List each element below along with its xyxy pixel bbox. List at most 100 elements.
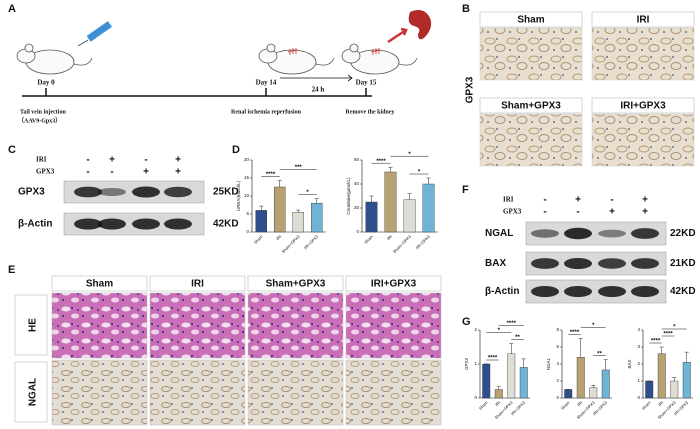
he-image [247, 292, 344, 359]
tile-header [247, 275, 344, 292]
blot-strip [525, 251, 667, 276]
y-tick-label: 0 [474, 395, 477, 400]
label: + [642, 195, 648, 206]
blot-band [531, 258, 559, 269]
label: Sham [517, 15, 544, 26]
mouse-tail [398, 57, 418, 66]
significance-label: **** [663, 332, 673, 338]
blot-band [98, 218, 126, 230]
label: IRI+GPX3 [371, 279, 417, 290]
label: 25KD [213, 187, 239, 198]
blot-band [74, 186, 102, 198]
significance-label: **** [507, 321, 517, 327]
label: - [86, 155, 89, 166]
label: + [575, 195, 581, 206]
error-bar [578, 338, 583, 358]
significance-label: **** [266, 172, 276, 178]
bar [507, 353, 516, 399]
label: 22KD [670, 228, 696, 239]
y-tick-label: 5 [246, 211, 249, 216]
significance-label: * [408, 152, 411, 158]
label: HE [28, 318, 39, 332]
error-bar [314, 198, 319, 204]
label: 42KD [670, 286, 696, 297]
x-tick-label: IRI [576, 400, 583, 407]
label: 21KD [670, 258, 696, 269]
y-tick-label: 0 [246, 229, 249, 234]
tile-header [51, 275, 148, 292]
y-tick-label: 3 [637, 344, 640, 349]
he-image [345, 292, 442, 359]
bar [564, 389, 573, 399]
label: + [175, 155, 181, 166]
he-image [149, 292, 246, 359]
y-tick-label: 2 [637, 361, 640, 366]
bar [482, 363, 491, 399]
blot-band [132, 218, 160, 230]
y-tick-label: 4 [637, 327, 640, 332]
label: Tail vein injection [20, 109, 66, 115]
label: - [144, 155, 147, 166]
x-tick-label: Sham [363, 233, 374, 244]
bar [403, 199, 416, 233]
blot-band [631, 228, 659, 239]
tile-header [479, 11, 583, 28]
x-tick-label: IRI [494, 400, 501, 407]
label: - [110, 167, 113, 178]
bar [645, 380, 654, 399]
row-header [14, 361, 48, 423]
significance-label: **** [570, 330, 580, 336]
ngal-image [149, 359, 246, 426]
x-tick-label: IRI [657, 400, 664, 407]
blot-band [531, 285, 559, 298]
label: Sham [86, 279, 113, 290]
ihc-image [591, 27, 695, 81]
bar [255, 210, 267, 233]
error-bar [509, 343, 514, 354]
x-tick-label: IRI [386, 234, 393, 241]
significance-label: * [418, 170, 421, 176]
bar [311, 202, 323, 233]
label: Day 14 [256, 79, 277, 87]
significance-label: * [592, 323, 595, 329]
label: 24 h [312, 86, 325, 94]
error-bar [659, 346, 664, 354]
y-tick-label: 8 [556, 327, 559, 332]
bar [292, 211, 305, 233]
y-tick-label: 1 [637, 378, 640, 383]
panel-letter: F [462, 184, 469, 196]
label: + [642, 207, 648, 218]
label: GPX3 [503, 208, 522, 216]
error-bar [426, 177, 431, 184]
bar [682, 362, 691, 399]
blot-band [531, 229, 559, 238]
panel-letter: D [232, 144, 240, 156]
label: + [175, 167, 181, 178]
y-axis-label: Creatinine(μmol/L) [346, 177, 351, 215]
ihc-image [591, 113, 695, 167]
label: IRI [36, 156, 47, 164]
tile-header [345, 275, 442, 292]
x-tick-label: IRI+GPX3 [673, 399, 690, 416]
label: β-Actin [485, 286, 519, 297]
y-tick-label: 15 [244, 175, 250, 180]
mouse-ear [24, 43, 34, 53]
bar [274, 186, 286, 233]
panel-letter: A [8, 3, 16, 15]
interval-arrow [280, 74, 353, 82]
label: - [543, 195, 546, 206]
label: NGAL [485, 228, 513, 239]
label: β-Actin [18, 219, 52, 230]
arrow [387, 27, 408, 44]
error-bar [603, 359, 608, 370]
y-tick-label: 0 [556, 395, 559, 400]
y-tick-label: 6 [556, 344, 559, 349]
label: IRI [637, 15, 650, 26]
blot-band [631, 258, 659, 269]
significance-label: ** [515, 335, 520, 341]
label: IRI+GPX3 [620, 101, 666, 112]
bar [576, 357, 585, 399]
y-axis-label: GPX3 [464, 358, 469, 371]
bar [384, 171, 397, 233]
label: - [576, 207, 579, 218]
